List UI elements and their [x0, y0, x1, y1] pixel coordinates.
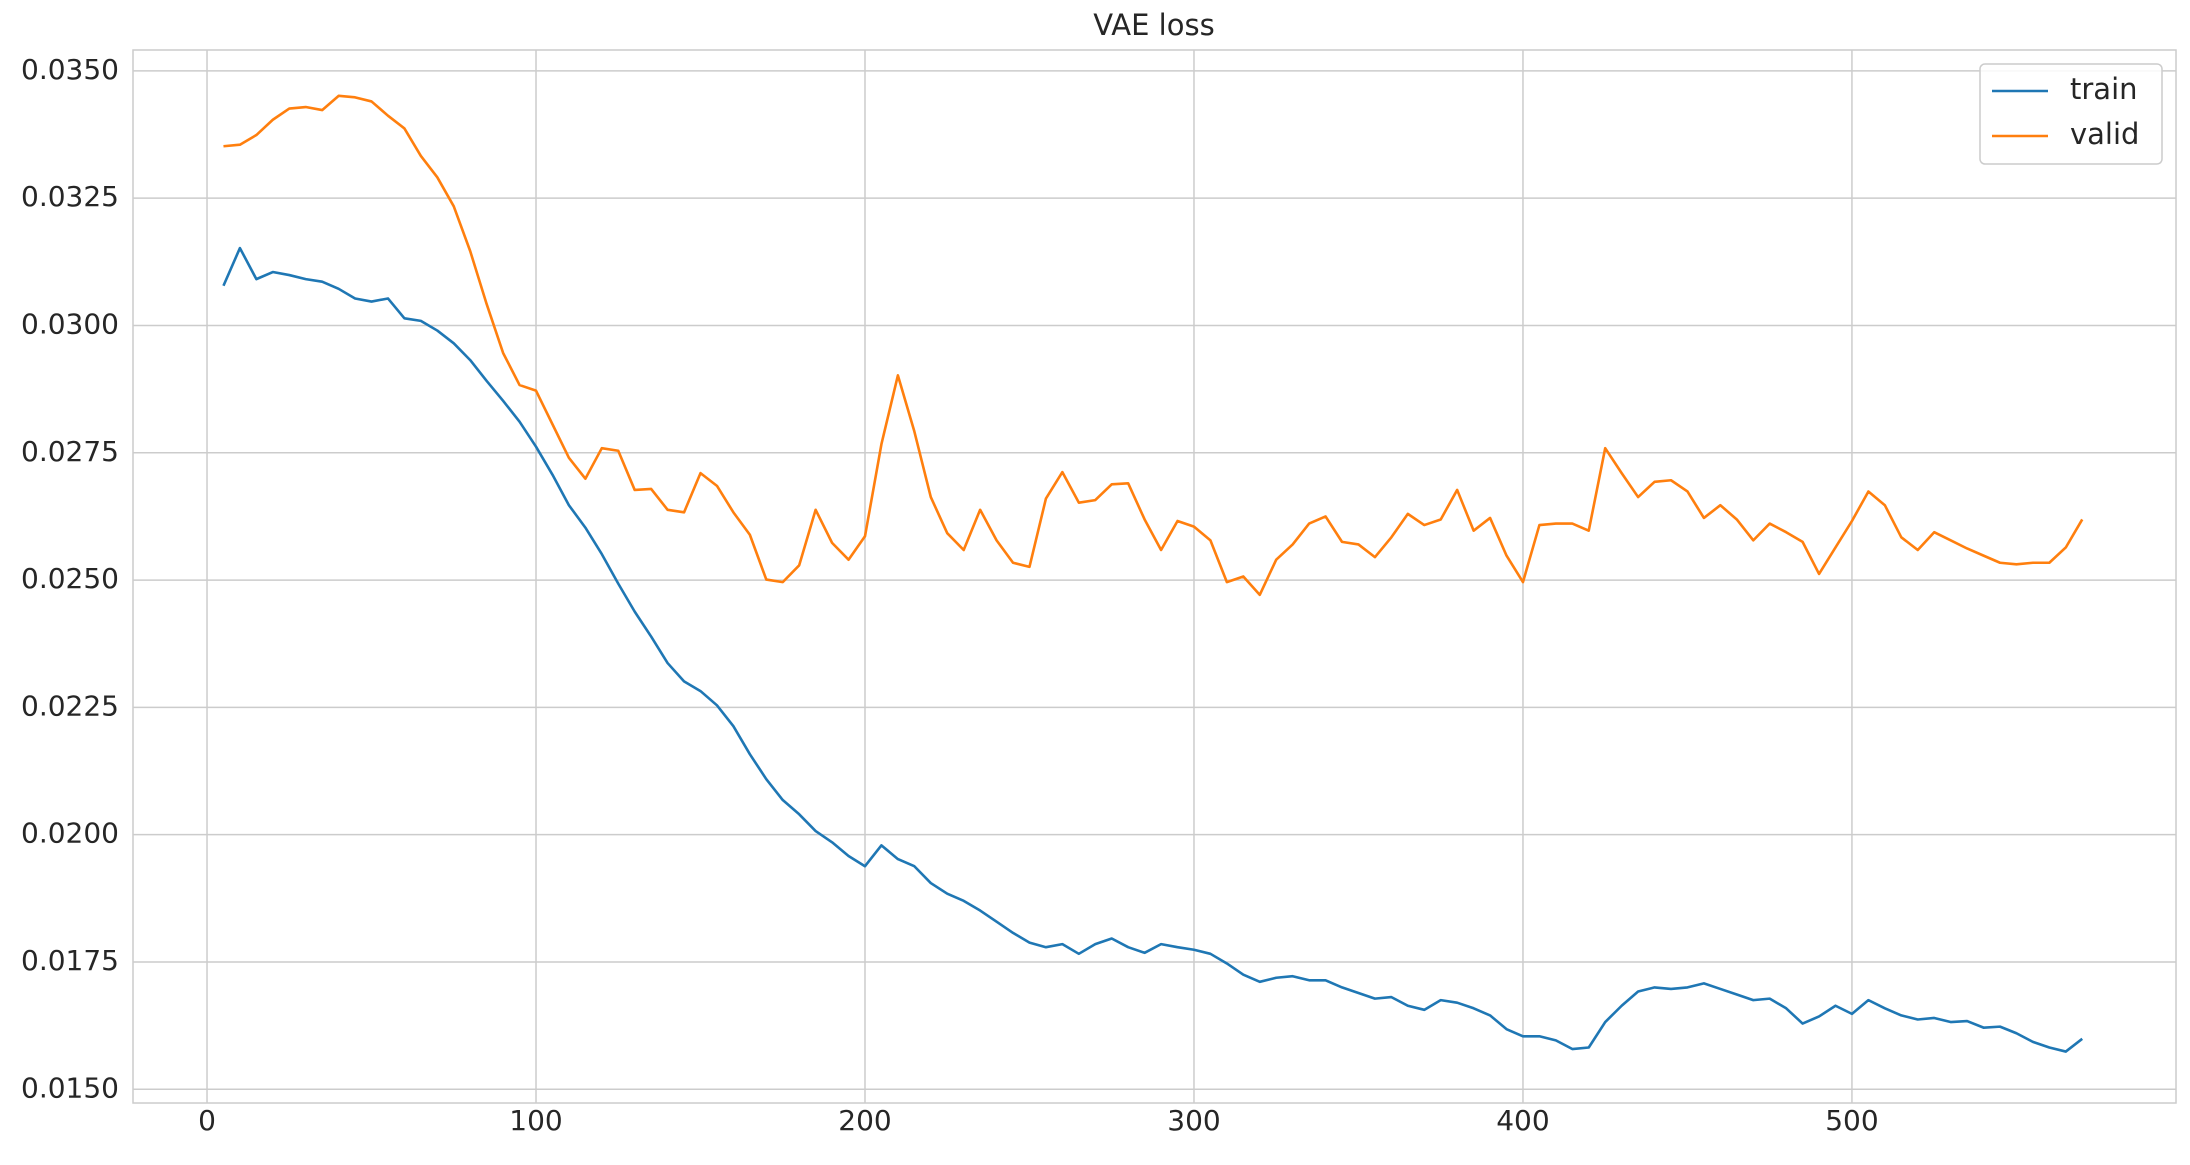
x-tick-label: 400	[1496, 1104, 1549, 1137]
y-tick-label: 0.0300	[21, 307, 119, 340]
data-line	[223, 94, 2084, 597]
legend-box	[1979, 63, 2163, 165]
y-tick-label: 0.0275	[21, 435, 119, 468]
y-tick-label: 0.0350	[21, 53, 119, 86]
y-tick-label: 0.0250	[21, 562, 119, 595]
x-tick-label: 500	[1825, 1104, 1878, 1137]
plot-frame	[132, 49, 2177, 1104]
data-line	[222, 246, 2084, 1053]
y-tick-label: 0.0325	[21, 180, 119, 213]
legend-label: valid	[2070, 117, 2139, 151]
y-tick-label: 0.0225	[21, 689, 119, 722]
chart-title: VAE loss	[1093, 8, 1214, 42]
x-tick-label: 0	[198, 1104, 216, 1137]
legend-label: train	[2070, 72, 2138, 106]
legend: train valid	[1979, 63, 2163, 165]
x-tick-label: 300	[1167, 1104, 1220, 1137]
y-tick-label: 0.0200	[21, 817, 119, 850]
y-tick-label: 0.0175	[21, 944, 119, 977]
x-tick-label: 100	[509, 1104, 562, 1137]
x-tick-label: 200	[838, 1104, 891, 1137]
y-tick-label: 0.0150	[21, 1071, 119, 1104]
plot-area	[133, 50, 2176, 1103]
